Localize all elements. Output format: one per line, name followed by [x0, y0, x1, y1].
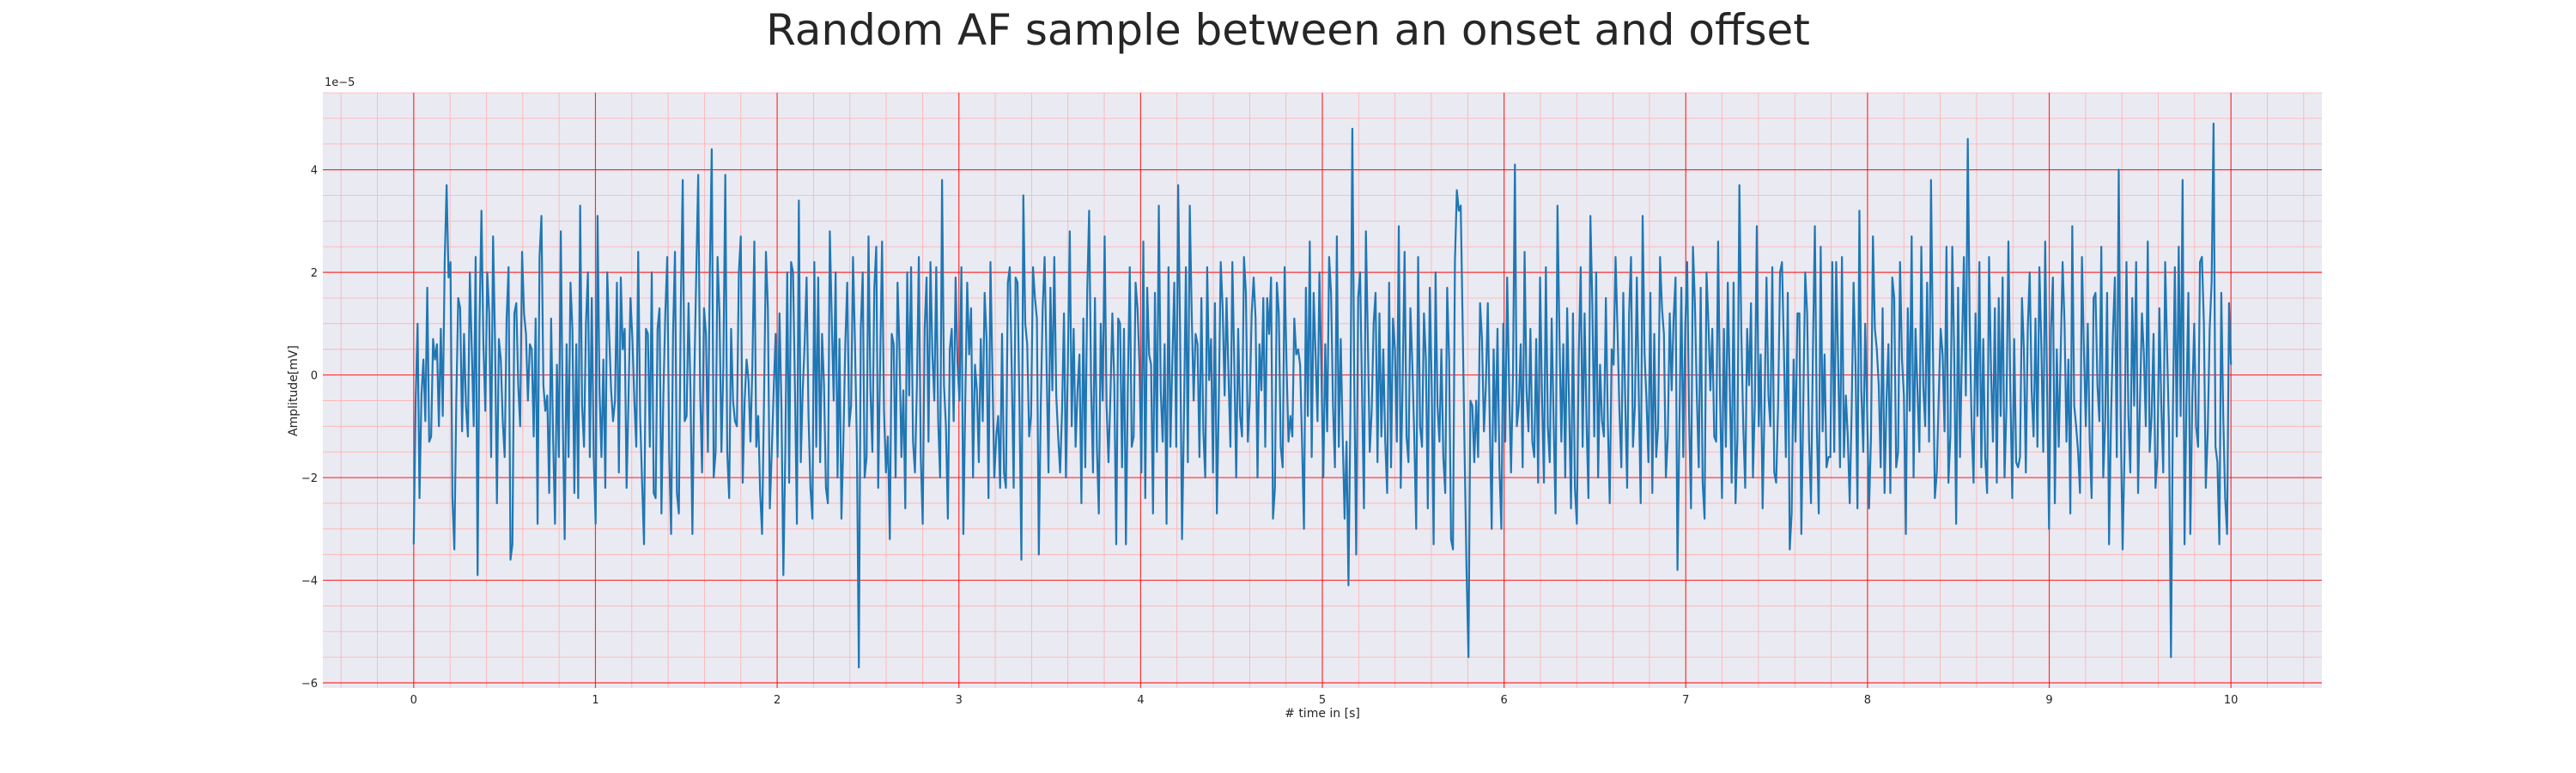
x-axis-ticks: 0 1 2 3 4 5 6 7 8 9 10 [410, 694, 2239, 707]
y-tick-label: −6 [301, 678, 318, 691]
y-axis-ticks: −6 −4 −2 0 2 4 [301, 165, 318, 691]
y-tick-label: −2 [301, 472, 318, 485]
x-tick-label: 8 [1864, 694, 1871, 707]
x-tick-label: 3 [956, 694, 963, 707]
y-scale-label: 1e−5 [325, 76, 355, 89]
series-line [412, 122, 2233, 669]
x-tick-label: 1 [592, 694, 598, 707]
y-axis-label: Amplitude[mV] [287, 345, 301, 436]
x-axis-label: # time in [s] [1285, 707, 1360, 721]
series-layer [412, 122, 2233, 669]
x-tick-label: 5 [1319, 694, 1326, 707]
y-tick-label: 0 [311, 370, 318, 383]
x-tick-label: 9 [2045, 694, 2052, 707]
x-tick-label: 7 [1682, 694, 1689, 707]
y-tick-label: 4 [311, 165, 318, 178]
x-tick-label: 4 [1137, 694, 1144, 707]
x-tick-label: 6 [1500, 694, 1507, 707]
x-tick-label: 0 [410, 694, 417, 707]
x-tick-label: 10 [2224, 694, 2239, 707]
y-tick-label: −4 [301, 575, 318, 588]
x-tick-label: 2 [774, 694, 781, 707]
chart-title: Random AF sample between an onset and of… [766, 5, 1810, 55]
y-tick-label: 2 [311, 267, 318, 280]
